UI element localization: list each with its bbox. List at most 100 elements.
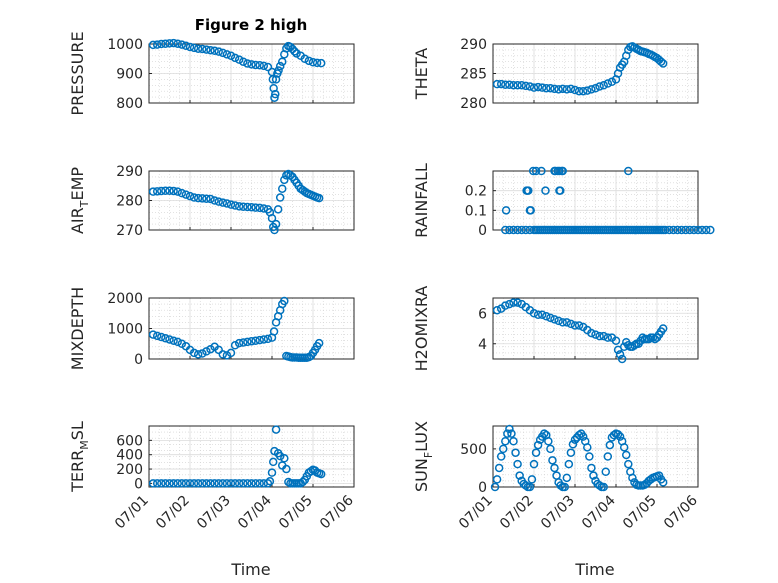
data-point <box>214 479 223 488</box>
data-point <box>157 479 166 488</box>
y-axis-label: AIRTEMP <box>68 167 91 234</box>
data-point <box>230 53 240 63</box>
subplot-sunflux: 0 500 07/01 07/02 07/03 07/04 07/05 07/06 SUNFLU… <box>412 421 701 532</box>
data-point <box>177 479 187 488</box>
data-point <box>533 440 543 450</box>
subplot-h2omixra: 4 6 H2OMIXRA <box>412 286 699 372</box>
data-point <box>198 349 207 358</box>
data-point <box>706 225 715 235</box>
data-point <box>701 225 711 235</box>
y-axis-label: MIXDEPTH <box>68 287 87 370</box>
data-point <box>550 463 559 473</box>
data-point <box>562 318 572 327</box>
data-point <box>505 80 514 89</box>
data-point <box>673 225 682 235</box>
data-point <box>501 437 510 446</box>
data-point <box>161 479 170 488</box>
x-tick-label: 07/01 <box>112 493 152 533</box>
data-point <box>271 425 281 434</box>
data-point <box>177 188 187 198</box>
data-point <box>157 186 166 196</box>
data-point <box>268 75 278 84</box>
data-point <box>173 39 182 48</box>
data-point <box>537 166 546 176</box>
y-tick-label: 800 <box>116 96 143 112</box>
data-point <box>148 479 158 488</box>
data-point <box>268 457 278 467</box>
data-point <box>181 479 191 488</box>
data-point <box>542 312 551 321</box>
data-point <box>677 225 686 235</box>
data-point <box>525 225 535 235</box>
data-point <box>665 225 674 235</box>
data-point <box>185 191 195 201</box>
data-point <box>558 84 567 94</box>
data-point <box>185 479 195 488</box>
x-tick-label: 07/02 <box>153 493 193 533</box>
data-point <box>161 39 170 48</box>
data-point <box>558 166 567 176</box>
data-point <box>226 479 236 488</box>
data-point <box>189 193 199 202</box>
data-point <box>161 334 170 343</box>
data-point <box>271 75 281 84</box>
data-point <box>300 54 310 63</box>
data-point <box>169 479 178 488</box>
subplot-airtemp: 270 280 290 AIRTEMP <box>68 164 355 239</box>
data-point <box>181 41 191 51</box>
data-point <box>218 198 228 207</box>
x-tick-label: 07/04 <box>235 492 275 532</box>
data-point <box>595 481 604 490</box>
data-point <box>185 42 195 52</box>
data-point <box>531 166 541 176</box>
data-point <box>595 82 604 91</box>
data-point <box>206 194 215 204</box>
x-tick-label: 07/03 <box>194 493 234 533</box>
y-axis-label: H2OMIXRA <box>412 286 431 372</box>
data-point <box>247 203 256 212</box>
y-axis-label-part: H2OMIXRA <box>412 286 431 372</box>
data-point <box>546 313 555 323</box>
data-point <box>585 452 594 461</box>
data-point <box>541 186 550 195</box>
data-point <box>529 309 539 318</box>
y-tick-label: 200 <box>116 462 143 478</box>
x-tick-label: 07/02 <box>497 493 537 533</box>
y-tick-label: 270 <box>116 223 143 239</box>
data-point <box>570 321 580 330</box>
data-point <box>591 330 600 339</box>
data-point <box>574 321 584 330</box>
data-point <box>165 335 174 344</box>
data-point <box>496 452 506 461</box>
subplot-grid: 800 900 1000 PRESSURE 280 285 290 THETA 270 280 29… <box>68 31 715 532</box>
data-point <box>218 479 228 488</box>
x-tick-label: 07/06 <box>661 492 701 532</box>
axes-frame <box>148 170 355 231</box>
y-tick-label: 4 <box>478 337 487 353</box>
data-point <box>599 81 608 90</box>
data-point <box>521 481 531 490</box>
data-point <box>515 471 524 480</box>
y-tick-label: 600 <box>116 433 143 449</box>
data-point <box>564 459 574 469</box>
data-point <box>542 84 551 93</box>
y-axis-label: PRESSURE <box>68 31 87 115</box>
data-point <box>658 324 668 333</box>
data-point <box>148 40 158 50</box>
data-point <box>177 40 187 49</box>
y-tick-label: 400 <box>116 448 143 464</box>
data-point <box>251 479 260 488</box>
data-point <box>496 79 506 89</box>
data-point <box>280 296 289 306</box>
data-point <box>193 44 203 53</box>
data-point <box>526 206 535 215</box>
data-point <box>660 225 670 235</box>
data-point <box>525 482 535 492</box>
data-point <box>206 479 215 488</box>
data-point <box>169 336 178 345</box>
y-axis-label: SUNFLUX <box>412 421 435 492</box>
data-point <box>278 184 287 193</box>
data-point <box>517 225 526 235</box>
